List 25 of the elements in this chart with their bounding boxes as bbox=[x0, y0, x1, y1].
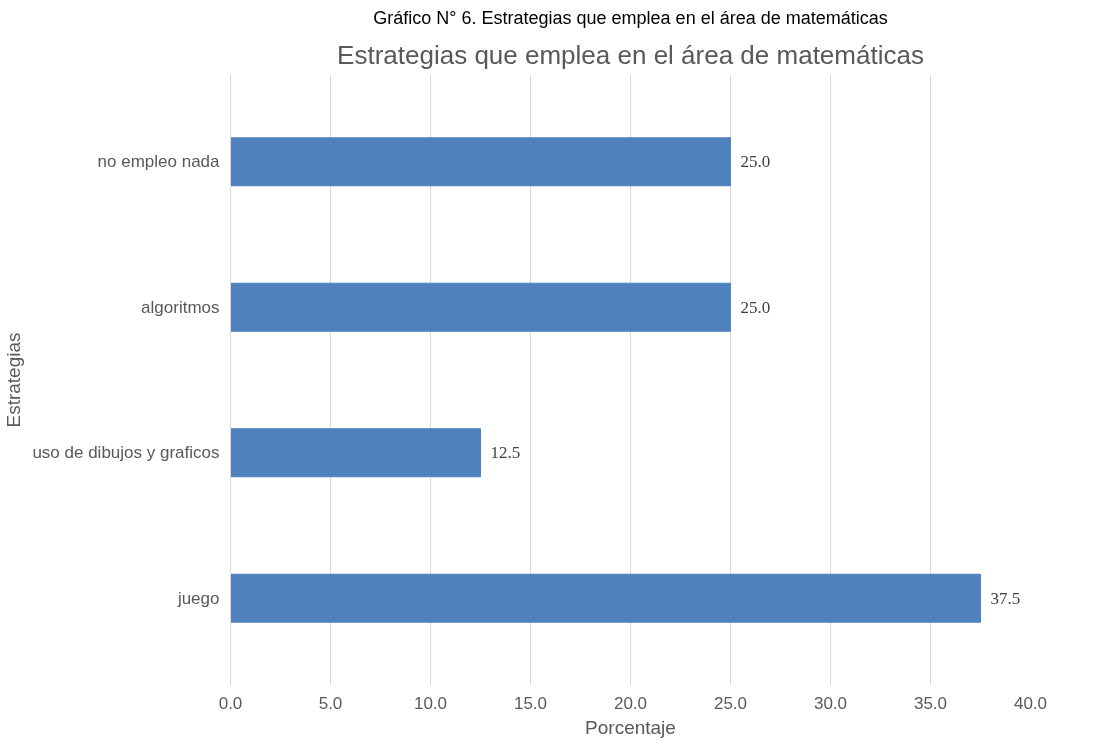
x-tick-label: 0.0 bbox=[218, 693, 243, 713]
data-label: 25.0 bbox=[740, 297, 771, 317]
x-axis-title: Porcentaje bbox=[585, 716, 676, 738]
x-tick-label: 40.0 bbox=[1013, 693, 1048, 713]
y-tick-label: algoritmos bbox=[141, 297, 220, 317]
x-tick-label: 35.0 bbox=[913, 693, 948, 713]
data-label: 12.5 bbox=[490, 443, 521, 463]
data-label: 25.0 bbox=[740, 152, 771, 172]
y-tick-label: uso de dibujos y graficos bbox=[32, 443, 220, 463]
x-tick-label: 25.0 bbox=[713, 693, 748, 713]
y-axis-title: Estrategias bbox=[3, 332, 25, 428]
bar bbox=[230, 573, 981, 623]
data-label: 37.5 bbox=[990, 588, 1021, 608]
x-tick-label: 30.0 bbox=[813, 693, 848, 713]
y-tick-label: no empleo nada bbox=[97, 152, 221, 172]
x-tick-label: 15.0 bbox=[513, 693, 548, 713]
x-tick-label: 20.0 bbox=[613, 693, 648, 713]
bar bbox=[230, 282, 731, 332]
text: Gráfico N° 6. Estrategias que emplea en el área de matemáticas bbox=[373, 7, 888, 28]
chart-title: Estrategias que emplea en el área de matemáticas bbox=[337, 39, 924, 70]
x-tick-label: 5.0 bbox=[318, 693, 343, 713]
x-tick-label: 10.0 bbox=[413, 693, 448, 713]
y-tick-label: juego bbox=[176, 588, 220, 608]
bar bbox=[230, 137, 731, 187]
bar bbox=[230, 428, 481, 478]
